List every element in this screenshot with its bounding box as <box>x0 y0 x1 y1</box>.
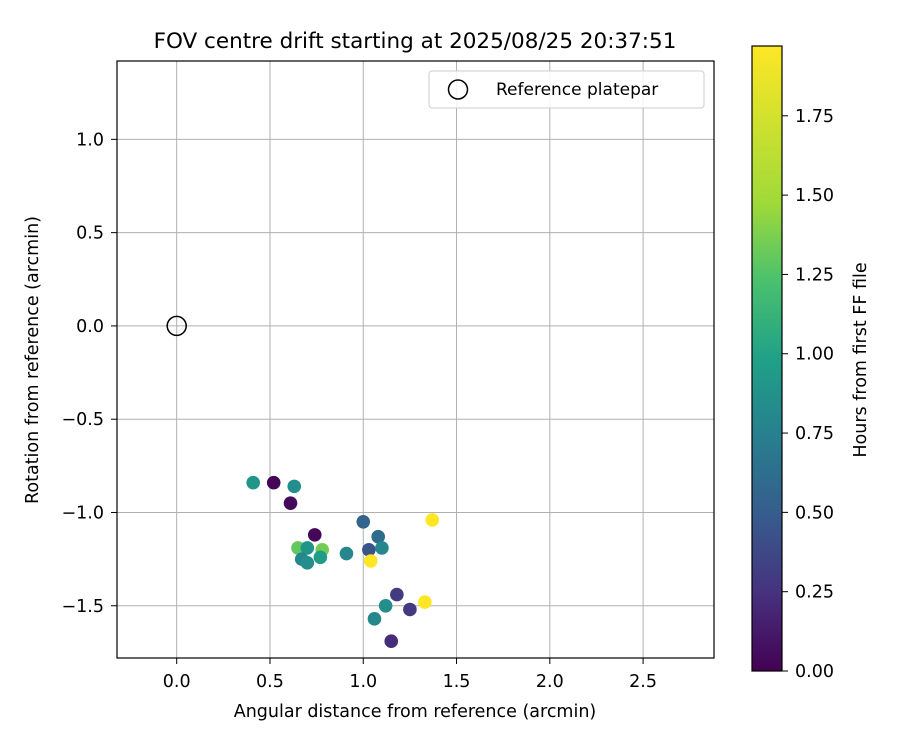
y-tick-label: −1.0 <box>62 503 105 523</box>
x-tick-label: 1.5 <box>443 672 471 692</box>
colorbar-tick-label: 0.75 <box>795 424 834 444</box>
scatter-point <box>266 475 281 490</box>
x-tick-label: 1.0 <box>349 672 377 692</box>
colorbar: 0.00 0.25 0.50 0.75 1.00 1.25 1.50 1.75 Hours f… <box>751 45 871 682</box>
y-ticks: 1.0 0.5 0.0 −0.5 −1.0 −1.5 <box>62 130 117 617</box>
x-tick-label: 0.5 <box>256 672 284 692</box>
scatter-point <box>403 602 417 617</box>
scatter-point <box>291 541 305 555</box>
colorbar-tick-label: 0.00 <box>795 662 834 682</box>
scatter-points <box>246 475 440 649</box>
scatter-point <box>313 550 328 565</box>
scatter-point <box>371 529 385 544</box>
scatter-point <box>283 496 298 510</box>
legend-reference-label: Reference platepar <box>496 80 658 100</box>
colorbar-tick-label: 1.25 <box>795 265 834 285</box>
scatter-point <box>378 598 393 613</box>
y-tick-label: 0.0 <box>76 317 104 337</box>
scatter-point <box>384 634 399 649</box>
legend: Reference platepar <box>428 70 705 109</box>
y-tick-label: 1.0 <box>76 130 104 150</box>
colorbar-ticks: 0.00 0.25 0.50 0.75 1.00 1.25 1.50 1.75 <box>782 107 834 682</box>
x-tick-label: 2.0 <box>536 672 564 692</box>
chart-title: FOV centre drift starting at 2025/08/25 … <box>154 29 677 54</box>
reference-marker <box>166 315 187 337</box>
colorbar-label: Hours from first FF file <box>851 262 871 457</box>
x-tick-label: 0.0 <box>163 672 191 692</box>
scatter-point <box>307 528 322 542</box>
scatter-point <box>367 612 382 626</box>
legend-box <box>428 70 705 109</box>
scatter-point <box>418 595 432 609</box>
colorbar-tick-label: 0.25 <box>795 583 834 603</box>
scatter-point <box>300 541 315 555</box>
reference-marker-group <box>166 315 187 337</box>
scatter-point <box>390 587 404 602</box>
plot-frame <box>116 60 715 659</box>
x-tick-label: 2.5 <box>629 672 657 692</box>
y-axis-label: Rotation from reference (arcmin) <box>23 216 43 504</box>
colorbar-gradient <box>751 45 783 672</box>
x-ticks: 0.0 0.5 1.0 1.5 2.0 2.5 <box>163 658 657 692</box>
x-axis-label: Angular distance from reference (arcmin) <box>234 702 597 722</box>
colorbar-tick-label: 0.50 <box>795 503 834 523</box>
scatter-point <box>246 475 260 490</box>
y-tick-label: −0.5 <box>62 410 105 430</box>
grid-lines <box>117 61 714 658</box>
colorbar-tick-label: 1.50 <box>795 186 834 206</box>
colorbar-tick-label: 1.75 <box>795 107 834 127</box>
legend-reference-marker <box>447 79 469 100</box>
scatter-point <box>375 541 389 555</box>
scatter-point <box>287 479 302 494</box>
scatter-point <box>339 546 354 561</box>
scatter-point <box>362 542 376 557</box>
scatter-point <box>363 554 378 568</box>
y-tick-label: 0.5 <box>76 224 104 244</box>
y-tick-label: −1.5 <box>62 597 105 617</box>
scatter-point <box>425 513 440 527</box>
scatter-point <box>356 515 371 529</box>
colorbar-tick-label: 1.00 <box>795 345 834 365</box>
scatter-point <box>300 556 315 570</box>
